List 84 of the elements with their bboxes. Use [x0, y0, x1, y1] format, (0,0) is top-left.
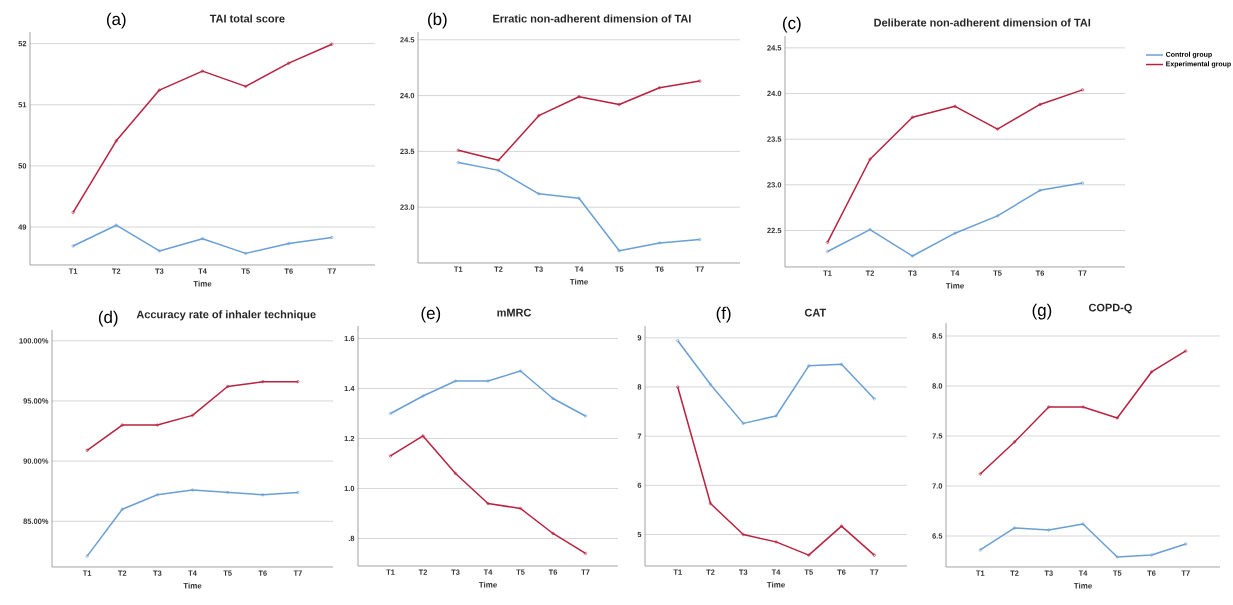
text: (a) [106, 12, 126, 29]
point [120, 507, 124, 511]
point [518, 369, 523, 373]
point [190, 413, 195, 417]
point [226, 384, 230, 389]
point [453, 471, 458, 476]
point [155, 423, 159, 427]
point [551, 396, 555, 401]
point [995, 214, 1000, 218]
point [486, 501, 490, 506]
point [287, 241, 291, 246]
point [421, 394, 425, 398]
point [1115, 416, 1119, 420]
point [995, 127, 1000, 131]
point [190, 488, 195, 492]
point [496, 158, 501, 162]
chart-title: mMRC [497, 308, 532, 317]
chart-title: CAT [804, 308, 827, 317]
point [953, 231, 957, 235]
point [868, 157, 872, 161]
point [157, 249, 161, 253]
point [226, 490, 230, 494]
chart-title: Deliberate non-adherent dimension of TAI [874, 18, 1091, 27]
point [868, 227, 872, 232]
point [807, 364, 811, 368]
point [421, 434, 425, 438]
point [910, 115, 915, 119]
point [1149, 370, 1154, 374]
point [807, 553, 811, 557]
text: (b) [428, 12, 447, 29]
point [657, 241, 662, 245]
point [1047, 528, 1051, 532]
point [157, 88, 161, 92]
text: (g) [1032, 303, 1052, 320]
point [453, 379, 458, 383]
point [551, 531, 555, 536]
point [839, 524, 844, 528]
point [708, 382, 713, 387]
chart-title: TAI total score [209, 14, 285, 23]
point [657, 86, 662, 90]
point [200, 69, 205, 73]
point [910, 254, 915, 258]
point [496, 168, 501, 172]
point [577, 95, 581, 99]
point [244, 84, 248, 89]
text: (d) [98, 310, 118, 327]
text: (c) [782, 16, 801, 33]
point [114, 139, 118, 143]
point [1115, 555, 1119, 559]
point [261, 493, 265, 497]
point [1081, 405, 1085, 409]
point [741, 532, 745, 537]
point [537, 192, 541, 196]
point [953, 104, 957, 108]
point [287, 61, 291, 65]
point [617, 102, 621, 107]
chart-title: COPD-Q [1088, 303, 1132, 314]
point [1038, 188, 1042, 192]
point [1149, 553, 1154, 557]
point [741, 421, 745, 425]
point [1012, 526, 1017, 530]
chart-title: Erratic non-adherent dimension of TAI [493, 14, 691, 23]
point [708, 501, 713, 506]
text: (f) [716, 306, 731, 323]
point [577, 196, 581, 200]
point [120, 423, 124, 427]
point [774, 414, 778, 418]
point [839, 362, 844, 366]
point [114, 223, 118, 227]
point [1081, 522, 1085, 526]
point [774, 540, 778, 544]
point [244, 251, 248, 255]
point [518, 506, 523, 511]
chart-title: Accuracy rate of inhaler technique [136, 310, 316, 321]
text: (e) [421, 306, 441, 323]
point [1012, 440, 1017, 444]
point [1047, 405, 1051, 409]
point [155, 493, 159, 497]
point [617, 249, 621, 253]
point [261, 380, 265, 384]
point [1038, 102, 1042, 107]
point [537, 114, 541, 118]
point [486, 379, 490, 383]
point [200, 237, 205, 241]
